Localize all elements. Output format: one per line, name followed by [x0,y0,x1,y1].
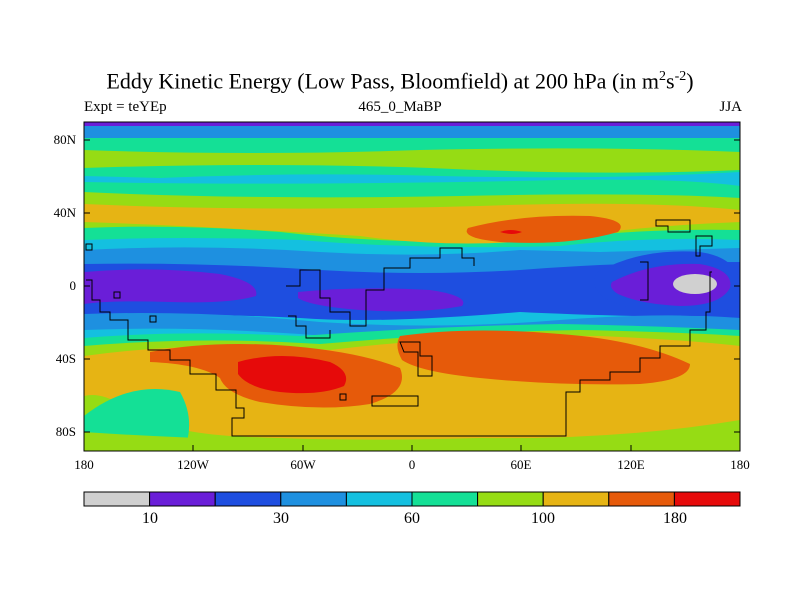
title-superscript-2: -2 [674,69,687,84]
colorbar-swatch-5 [411,491,479,507]
band-60N-lightgreen [84,148,740,173]
y-tick-marks [84,139,740,433]
coastline-seasia [640,261,649,301]
colorbar-swatch-8 [608,491,675,507]
coastline-australia-outline [371,395,419,407]
coastline-island-small-3 [339,393,347,401]
title-end: ) [686,68,694,94]
x-tick-marks [83,445,741,451]
y-tick-80N: 80N [53,132,76,147]
colorbar-swatch-4 [345,491,413,507]
x-tick-0: 0 [408,457,416,472]
y-tick-40N: 40N [53,205,76,220]
equator-purple-west [84,269,257,304]
x-tick-120E: 120E [617,457,645,472]
coastline-south-america [86,271,712,437]
coastline-island-west [85,243,93,251]
sh-lightgreen-south [84,426,740,451]
plot-title: Eddy Kinetic Energy (Low Pass, Bloomfiel… [0,64,800,94]
colorbar-label-10: 10 [142,510,158,527]
colorbar-label-180: 180 [663,510,687,527]
polar-band-top [84,122,740,126]
title-text: Eddy Kinetic Energy (Low Pass, Bloomfiel… [106,68,659,94]
contour-field [84,122,740,451]
coastline-asia-east [655,219,691,233]
colorbar [83,491,741,507]
colorbar-swatch-0 [83,491,151,507]
coastline-madagascar [399,341,433,377]
colorbar-swatch-7 [542,491,610,507]
equator-purple-east [298,288,464,312]
sh-red-core [238,356,347,394]
colorbar-swatch-3 [280,491,347,507]
jet-40N-red [500,230,522,234]
title-unit: s [666,68,675,94]
colorbar-swatch-1 [149,491,216,507]
coastlines [85,219,713,437]
equator-lightblue [84,247,740,273]
coastline-africa-south [288,315,331,339]
colorbar-swatch-6 [477,491,544,507]
sh-orange-east [397,330,690,385]
jet-40N-orange [466,215,621,243]
colorbar-label-60: 60 [404,510,420,527]
x-tick-180-west: 180 [74,457,94,472]
x-tick-120W: 120W [177,457,209,472]
colorbar-swatch-2 [214,491,282,507]
coastline-island-small-1 [113,291,121,299]
title-superscript-1: 2 [659,69,666,84]
x-tick-180-east: 180 [730,457,750,472]
colorbar-label-30: 30 [273,510,289,527]
x-tick-60E: 60E [510,457,532,472]
run-label: 465_0_MaBP [358,99,442,115]
coastline-island-small-2 [149,315,157,323]
y-tick-0: 0 [69,278,77,293]
coastline-africa [286,247,475,327]
colorbar-label-100: 100 [531,510,555,527]
y-tick-40S: 40S [55,351,76,366]
y-tick-80S: 80S [55,424,76,439]
colorbar-swatch-9 [673,491,741,507]
equator-blue [84,256,740,320]
experiment-label: Expt = teYEp [84,99,167,115]
season-label: JJA [719,99,742,115]
x-tick-60W: 60W [290,457,316,472]
coastline-pacific-islands [695,235,713,257]
pacific-gray-minimum [673,274,717,294]
band-80N-blue [84,126,740,138]
